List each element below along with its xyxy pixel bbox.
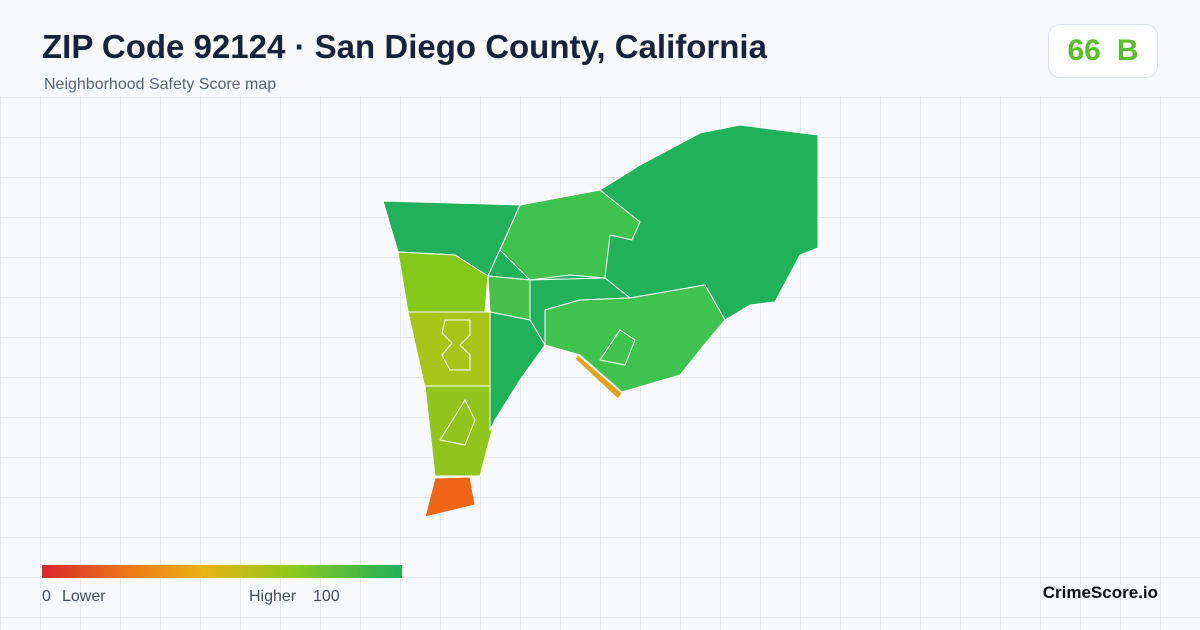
region [407,311,491,389]
region [489,311,546,431]
region [574,354,623,400]
legend-scale [42,565,402,578]
subtitle: Neighborhood Safety Score map [44,76,277,93]
score-badge: 66 B [1048,24,1158,78]
region [397,251,489,313]
brand: CrimeScore.io [1042,583,1158,602]
title: ZIP Code 92124 · San Diego County, Calif… [42,28,767,65]
header [0,0,1200,96]
legend-min-label: Lower [62,588,106,605]
boundary [599,329,636,366]
score-grade: B [1116,34,1139,67]
region [544,284,726,393]
legend-min: 0 [42,588,51,605]
boundary [441,319,471,371]
region [499,189,641,281]
legend-max-label: Higher [249,588,297,605]
legend-max: 100 [313,588,340,605]
region [424,385,493,477]
boundary [439,398,476,446]
region [424,476,476,518]
score-value: 66 [1067,34,1101,67]
